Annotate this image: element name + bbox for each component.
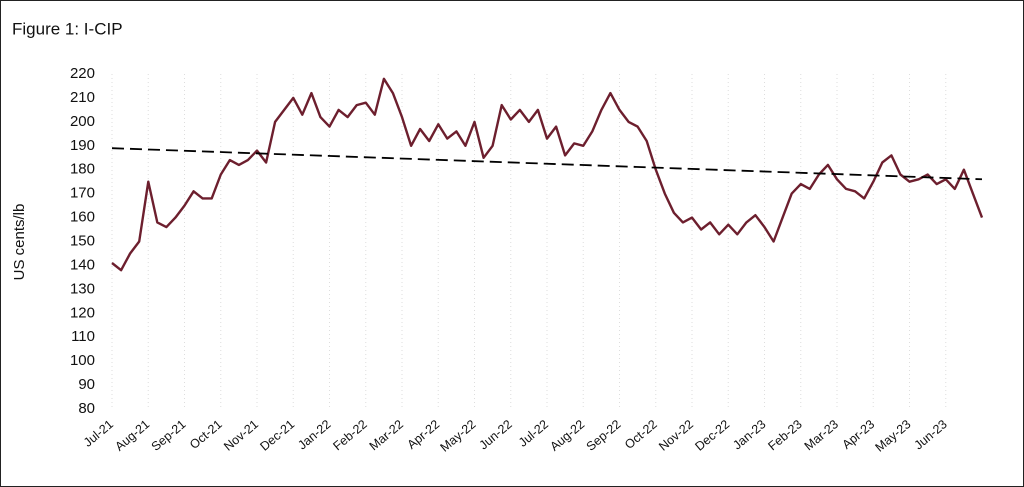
chart-title: Figure 1: I-CIP (12, 19, 123, 38)
y-tick-label: 210 (70, 89, 95, 106)
y-tick-label: 140 (70, 256, 95, 273)
trend-line (111, 147, 983, 181)
y-tick-label: 110 (71, 328, 95, 345)
x-tick-label: May-23 (873, 417, 914, 455)
x-tick-label: Jul-21 (81, 417, 116, 450)
x-tick-label: Jun-22 (477, 417, 515, 452)
x-tick-label: Mar-22 (367, 417, 406, 453)
y-tick-label: 150 (70, 232, 95, 249)
y-tick-label: 180 (70, 161, 95, 178)
y-tick-label: 120 (70, 304, 95, 321)
x-tick-label: May-22 (438, 417, 479, 455)
y-tick-label: 130 (70, 280, 95, 297)
x-tick-label: Feb-23 (765, 417, 804, 453)
x-tick-label: Jul-22 (516, 417, 551, 450)
x-tick-label: Dec-22 (692, 417, 732, 454)
y-axis-label: US cents/lb (11, 204, 28, 281)
y-tick-label: 190 (70, 137, 95, 154)
x-tick-label: Sep-21 (149, 417, 189, 454)
x-tick-label: Mar-23 (802, 417, 841, 453)
price-line (111, 77, 984, 272)
y-tick-label: 80 (78, 400, 95, 417)
x-tick-label: Feb-22 (330, 417, 369, 453)
x-tick-label: Jan-22 (295, 417, 333, 452)
x-tick-label: Nov-21 (221, 417, 261, 454)
x-tick-label: Apr-22 (405, 417, 443, 452)
x-tick-label: Jun-23 (912, 417, 950, 452)
y-tick-label: 200 (70, 113, 95, 130)
x-tick-label: Apr-23 (840, 417, 878, 452)
y-tick-label: 160 (70, 209, 95, 226)
y-tick-label: 170 (70, 185, 95, 202)
x-tick-label: Oct-21 (187, 417, 225, 452)
x-tick-label: Aug-21 (112, 417, 152, 454)
x-tick-label: Dec-21 (257, 417, 297, 454)
y-tick-label: 90 (78, 376, 95, 393)
y-tick-label: 100 (70, 352, 95, 369)
y-tick-label: 220 (70, 65, 95, 82)
x-tick-label: Aug-22 (547, 417, 587, 454)
x-tick-label: Sep-22 (584, 417, 624, 454)
x-tick-label: Jan-23 (730, 417, 768, 452)
x-tick-label: Nov-22 (656, 417, 696, 454)
x-tick-label: Oct-22 (622, 417, 660, 452)
